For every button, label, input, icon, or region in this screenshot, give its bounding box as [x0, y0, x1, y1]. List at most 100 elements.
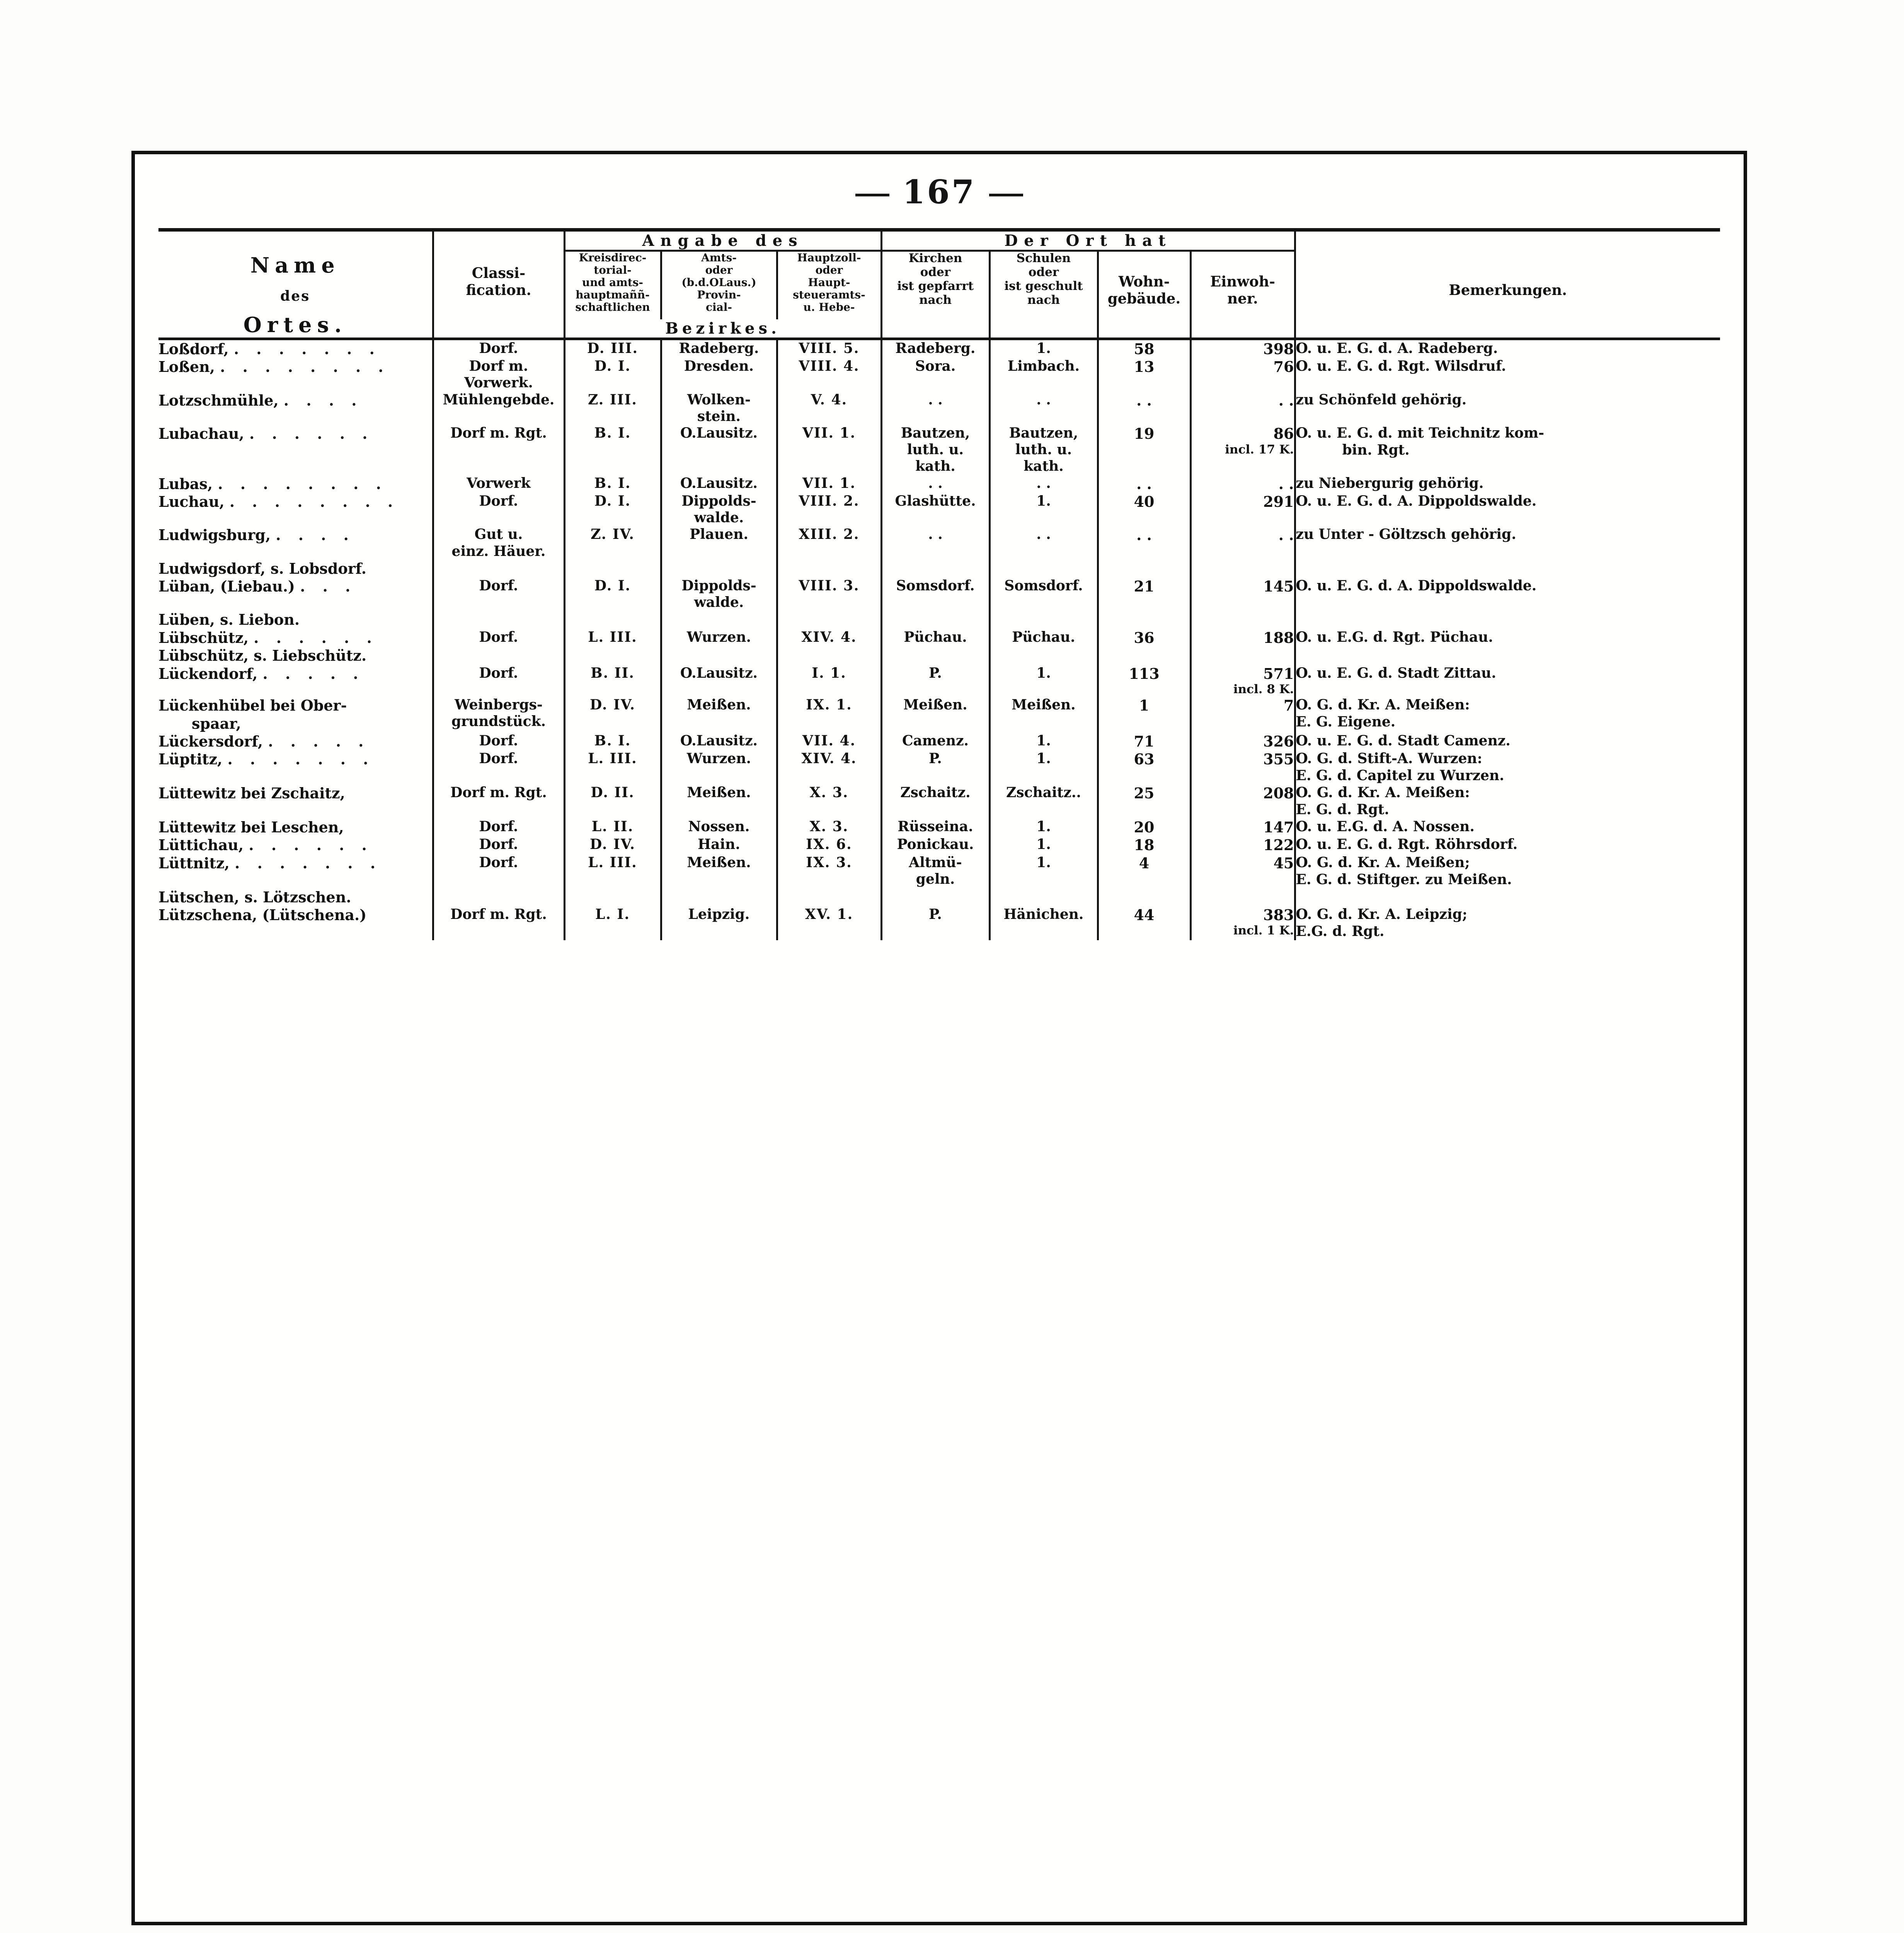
header-schulen-l1: Schulen [1016, 251, 1071, 266]
cell-amts-line2: walde. [694, 510, 744, 526]
cell-schulen: . . [988, 391, 1099, 425]
header-kirchen-l3: ist gepfarrt [897, 279, 974, 293]
cell-kirchen: Sora. [880, 358, 991, 392]
header-kreis-l2: torial- [594, 264, 632, 277]
table-row[interactable]: Lückendorf, . . . . . Dorf. B. II. O.Lausit… [158, 665, 1720, 697]
cell-bemerkungen: O. G. d. Stift-A. Wurzen: E. G. d. Capite… [1294, 750, 1720, 785]
header-hauptzoll-l4: steueramts- [793, 288, 865, 301]
cell-kirchen: Somsdorf. [880, 578, 991, 611]
cell-kreisdirectorial: L. II. [563, 818, 662, 837]
table-row[interactable]: Lützschena, (Lütschena.) Dorf m. Rgt. L. I… [158, 906, 1720, 940]
cell-name: Loßen, . . . . . . . . [158, 358, 434, 392]
leader-dots: . . . . . [268, 733, 370, 750]
cell-hauptzoll: IX. 3. [776, 854, 882, 888]
cell-kreisdirectorial: D. IV. [563, 697, 662, 733]
table-row[interactable]: Lubachau, . . . . . . Dorf m. Rgt. B. I. O.… [158, 425, 1720, 475]
header-amts-l5: cial- [705, 300, 732, 314]
cell-einwohner: . . [1189, 391, 1296, 425]
cell-schulen: 1. [988, 836, 1099, 854]
table-row[interactable]: Lüttnitz, . . . . . . . Dorf. L. III. Meiße… [158, 854, 1720, 888]
cell-wohngebaeude: 25 [1097, 784, 1192, 818]
cell-kreisdirectorial: D. III. [563, 339, 662, 358]
rule-cell-7 [988, 337, 1099, 339]
cell-blank-6 [1097, 559, 1192, 578]
table-row[interactable]: Ludwigsdorf, s. Lobsdorf. [158, 559, 1720, 578]
cell-bemerkungen: O. u. E. G. d. A. Dippoldswalde. [1294, 578, 1720, 611]
header-bezirkes-row: Bezirkes. [158, 319, 1720, 338]
cell-classification: Weinbergs-grundstück. [432, 697, 565, 733]
table-row[interactable]: Lüben, s. Liebon. [158, 611, 1720, 629]
table-row[interactable]: Lubas, . . . . . . . . Vorwerk B. I. O.Laus… [158, 475, 1720, 493]
cell-kirchen: Radeberg. [880, 339, 991, 358]
header-wohn-l1: Wohn- [1118, 273, 1170, 290]
cell-schulen-line2: luth. u. [1015, 441, 1072, 458]
cell-wohngebaeude: 36 [1097, 629, 1192, 647]
cell-blank-1 [563, 559, 662, 578]
cell-wohngebaeude: . . [1097, 526, 1192, 560]
cell-bemerkungen [1294, 611, 1720, 629]
cell-classification: Dorf. [432, 493, 565, 527]
table-row[interactable]: Lückersdorf, . . . . . Dorf. B. I. O.Lausit… [158, 733, 1720, 751]
cell-kreisdirectorial: D. I. [563, 493, 662, 527]
header-wohn-l2: gebäude. [1107, 290, 1181, 307]
cell-name: Lüben, s. Liebon. [158, 611, 434, 629]
table-row[interactable]: Lückenhübel bei Ober-spaar, Weinbergs-gru… [158, 697, 1720, 733]
cell-schulen: Bautzen, luth. u. kath. [988, 425, 1099, 475]
header-kirchen-l1: Kirchen [908, 251, 962, 266]
cell-bemerkungen: O. G. d. Kr. A. Meißen: E. G. Eigene. [1294, 697, 1720, 733]
cell-blank-2 [660, 888, 778, 906]
cell-schulen: Hänichen. [988, 906, 1099, 940]
header-hauptzoll-l2: oder [815, 264, 843, 277]
header-hauptzoll-l5: u. Hebe- [803, 300, 855, 314]
cell-wohngebaeude: 18 [1097, 836, 1192, 854]
cell-wohngebaeude: 71 [1097, 733, 1192, 751]
page-number-rule-right [989, 193, 1024, 196]
rule-cell-2 [432, 337, 565, 339]
cell-einwohner: 45 [1189, 854, 1296, 888]
cell-classification: Dorf. [432, 665, 565, 697]
cell-schulen: Somsdorf. [988, 578, 1099, 611]
cell-amts: Meißen. [660, 697, 778, 733]
cell-wohngebaeude: . . [1097, 475, 1192, 493]
cell-name: Lüttnitz, . . . . . . . [158, 854, 434, 888]
table-row[interactable]: Lotzschmühle, . . . . Mühlengebde. Z. III.… [158, 391, 1720, 425]
cell-einwohner: 86 incl. 17 K. [1189, 425, 1296, 475]
header-kreis-cell: Kreisdirec- torial- und amts- hauptmaññ-… [563, 251, 662, 319]
header-kirchen-cell: Kirchen oder ist gepfarrt nach [880, 251, 991, 338]
cell-einwohner: 355 [1189, 750, 1296, 785]
cell-name: Lüban, (Liebau.) . . . [158, 578, 434, 611]
cell-bemerkungen: O. u. E. G. d. Rgt. Wilsdruf. [1294, 358, 1720, 392]
cell-kirchen: P. [880, 906, 991, 940]
table-row[interactable]: Lübschütz, . . . . . . Dorf. L. III. Wurzen… [158, 629, 1720, 647]
cell-schulen: Zschaitz.. [988, 784, 1099, 818]
rule-cell-3 [563, 337, 662, 339]
table-row[interactable]: Lübschütz, s. Liebschütz. [158, 647, 1720, 665]
cell-bemerkungen-line2: E. G. d. Stiftger. zu Meißen. [1296, 871, 1512, 888]
cell-name: Ludwigsdorf, s. Lobsdorf. [158, 559, 434, 578]
cell-einwohner: 398 [1189, 339, 1296, 358]
table-row[interactable]: Lüban, (Liebau.) . . . Dorf. D. I. Dippolds… [158, 578, 1720, 611]
table-row[interactable]: Ludwigsburg, . . . . Gut u. einz. Häuer. Z.… [158, 526, 1720, 560]
cell-name: Lückendorf, . . . . . [158, 665, 434, 697]
cell-bemerkungen: O. u. E.G. d. Rgt. Püchau. [1294, 629, 1720, 647]
table-row[interactable]: Luchau, . . . . . . . . Dorf. D. I. Dippold… [158, 493, 1720, 527]
document-page: 167 Name des Ortes. Classi- [131, 151, 1747, 1925]
cell-einwohner-incl: incl. 17 K. [1225, 442, 1294, 457]
table-row[interactable]: Loßdorf, . . . . . . . Dorf. D. III. Radebe… [158, 339, 1720, 358]
header-subcolumn-row: Kreisdirec- torial- und amts- hauptmaññ-… [158, 251, 1720, 338]
cell-blank-6 [1097, 647, 1192, 665]
leader-dots: . . . . . . . . [220, 358, 390, 376]
table-row[interactable]: Lüptitz, . . . . . . . Dorf. L. III. Wurzen… [158, 750, 1720, 785]
table-row[interactable]: Lüttewitz bei Leschen, Dorf. L. II. Nossen.… [158, 818, 1720, 837]
table-row[interactable]: Lütschen, s. Lötzschen. [158, 888, 1720, 906]
cell-schulen: Meißen. [988, 697, 1099, 733]
table-row[interactable]: Lüttewitz bei Zschaitz, Dorf m. Rgt. D. II… [158, 784, 1720, 818]
table-row[interactable]: Lüttichau, . . . . . . Dorf. D. IV. Hain. IX… [158, 836, 1720, 854]
cell-einwohner: 291 [1189, 493, 1296, 527]
table-row[interactable]: Loßen, . . . . . . . . Dorf m. Vorwerk. D. … [158, 358, 1720, 392]
cell-bemerkungen: zu Unter - Göltzsch gehörig. [1294, 526, 1720, 560]
cell-blank-7 [1189, 559, 1296, 578]
rule-cell-1 [158, 337, 434, 339]
cell-amts: O.Lausitz. [660, 425, 778, 475]
cell-amts: Nossen. [660, 818, 778, 837]
